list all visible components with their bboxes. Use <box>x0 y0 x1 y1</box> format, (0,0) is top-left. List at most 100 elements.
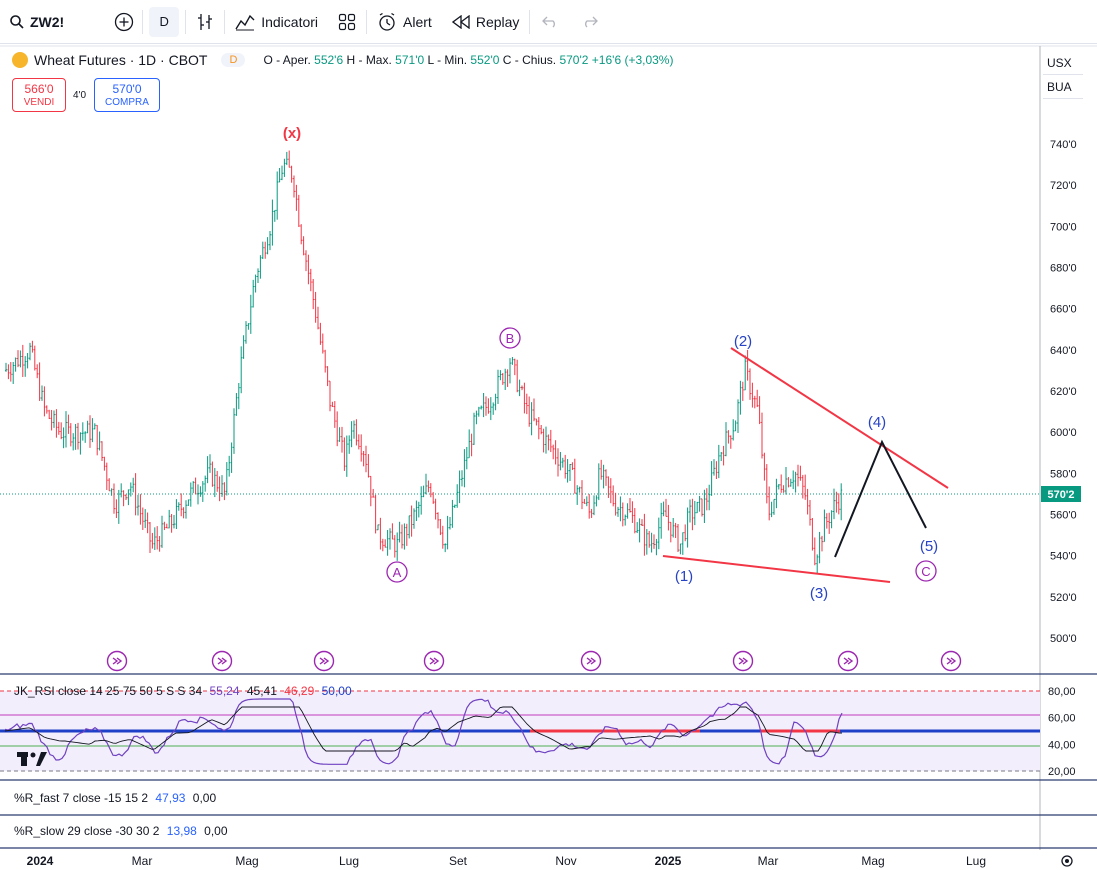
replay-button[interactable]: Replay <box>442 0 530 44</box>
candle <box>105 462 108 490</box>
event-marker-icon[interactable] <box>313 650 335 672</box>
low-label: L - Min. <box>427 53 468 67</box>
wave-circle-a[interactable] <box>386 561 408 583</box>
event-marker-icon[interactable] <box>837 650 859 672</box>
candle <box>554 440 557 465</box>
wave-projection-path[interactable] <box>834 439 927 558</box>
sell-price: 566'0 <box>24 82 54 96</box>
candle <box>475 410 478 425</box>
event-marker-icon[interactable] <box>211 650 233 672</box>
candle <box>413 508 415 529</box>
candle <box>763 452 766 481</box>
wave-label-x[interactable]: (x) <box>283 125 301 142</box>
candle <box>266 237 269 255</box>
upper-trendline[interactable] <box>730 347 949 489</box>
lower-trendline[interactable] <box>662 555 891 583</box>
candle <box>833 488 835 520</box>
candle <box>125 494 127 501</box>
compare-button[interactable] <box>74 0 142 44</box>
rsi-tick-label: 80,00 <box>1048 686 1076 698</box>
rsi-legend[interactable]: JK_RSI close 14 25 75 50 5 S S 34 55,24 … <box>14 684 352 698</box>
candle <box>391 523 394 540</box>
wave-circle-c[interactable] <box>915 560 937 582</box>
r-slow-label: %R_slow 29 close -30 30 2 <box>14 824 160 838</box>
undo-icon <box>542 16 556 27</box>
candle <box>417 501 420 518</box>
candle <box>595 495 598 507</box>
candle <box>523 382 526 414</box>
candle <box>480 405 483 410</box>
wave-label-4[interactable]: (4) <box>868 414 886 431</box>
candle <box>84 431 87 443</box>
chart-type-button[interactable] <box>186 0 224 44</box>
wave-label-3[interactable]: (3) <box>810 585 828 602</box>
candle <box>617 506 619 517</box>
event-marker-icon[interactable] <box>580 650 602 672</box>
candle <box>81 422 84 441</box>
buy-price: 570'0 <box>112 82 142 96</box>
candle <box>477 406 480 417</box>
exchange-unit[interactable]: BUA <box>1043 75 1083 99</box>
candle <box>156 526 159 550</box>
candle <box>657 517 660 550</box>
toolbar-divider <box>185 9 187 34</box>
candle <box>408 515 411 539</box>
event-marker-icon[interactable] <box>732 650 754 672</box>
candle <box>799 465 802 481</box>
price-tick-label: 540'0 <box>1050 551 1077 563</box>
redo-button[interactable] <box>570 0 610 44</box>
candle <box>77 422 79 450</box>
candle <box>153 527 156 550</box>
event-marker-icon[interactable] <box>106 650 128 672</box>
currency-unit[interactable]: USX <box>1043 51 1083 75</box>
candle <box>465 446 468 470</box>
interval-button[interactable]: D <box>149 6 180 37</box>
candle <box>434 498 437 520</box>
candle <box>619 496 622 522</box>
wave-label-5[interactable]: (5) <box>920 538 938 555</box>
candle <box>809 499 811 526</box>
candle <box>449 516 451 530</box>
candle <box>9 362 12 382</box>
candle <box>677 524 679 552</box>
candle <box>415 500 418 522</box>
wave-label-a: A <box>393 565 402 580</box>
wave-label-2[interactable]: (2) <box>734 333 752 350</box>
candle <box>516 359 519 393</box>
buy-button[interactable]: 570'0 COMPRA <box>94 78 160 112</box>
event-marker-icon[interactable] <box>940 650 962 672</box>
currency-box[interactable]: USX BUA <box>1043 51 1083 99</box>
candle <box>614 492 617 516</box>
candle <box>350 421 353 448</box>
candle <box>573 458 576 494</box>
candle <box>497 369 499 404</box>
chart-title[interactable]: Wheat Futures · 1D · CBOT <box>34 52 208 68</box>
candle <box>749 368 751 400</box>
low-value: 552'0 <box>470 53 500 67</box>
candle <box>213 468 216 498</box>
candle <box>297 194 300 227</box>
wave-label-1[interactable]: (1) <box>675 568 693 585</box>
candle <box>660 502 663 539</box>
r-slow-legend[interactable]: %R_slow 29 close -30 30 2 13,98 0,00 <box>14 824 228 838</box>
alert-button[interactable]: Alert <box>367 0 442 44</box>
symbol-search[interactable]: ZW2! <box>0 0 74 44</box>
time-tick-label: Mar <box>758 854 779 868</box>
templates-button[interactable] <box>328 0 366 44</box>
event-marker-icon[interactable] <box>423 650 445 672</box>
wave-circle-b[interactable] <box>499 327 521 349</box>
r-fast-legend[interactable]: %R_fast 7 close -15 15 2 47,93 0,00 <box>14 791 216 805</box>
candle <box>141 507 144 530</box>
candle <box>681 532 684 555</box>
settings-icon[interactable] <box>1061 855 1073 867</box>
candle <box>386 529 389 556</box>
candle <box>576 485 579 505</box>
r-slow-value-1: 13,98 <box>166 824 197 838</box>
candle <box>444 543 447 553</box>
undo-button[interactable] <box>530 0 570 44</box>
candle <box>113 483 115 514</box>
candle <box>643 513 646 556</box>
sell-button[interactable]: 566'0 VENDI <box>12 78 66 112</box>
indicators-button[interactable]: Indicatori <box>225 0 328 44</box>
